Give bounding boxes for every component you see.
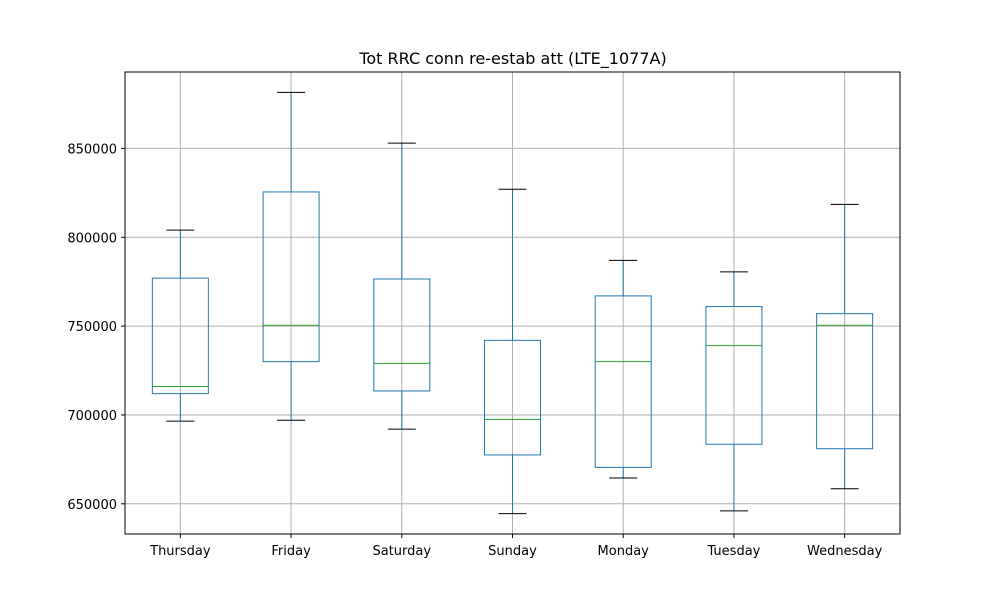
x-tick-label: Wednesday (807, 544, 883, 559)
box-group (151, 229, 209, 422)
box-body (484, 339, 541, 456)
box-layer (151, 91, 874, 515)
box-group (373, 142, 431, 430)
box-group (484, 188, 541, 515)
box-group (262, 91, 320, 421)
box-group (594, 259, 652, 479)
x-tick-label: Thursday (149, 544, 211, 559)
box-body (262, 191, 320, 363)
y-tick-label: 650000 (67, 498, 117, 513)
box-body (705, 306, 763, 445)
x-tick-label: Tuesday (706, 544, 760, 559)
y-tick-label: 750000 (67, 320, 117, 335)
box-body (151, 277, 209, 395)
y-tick-label: 850000 (67, 142, 117, 157)
chart-title: Tot RRC conn re-estab att (LTE_1077A) (358, 49, 666, 69)
box-group (705, 271, 763, 512)
box-group (816, 203, 874, 490)
y-tick-label: 800000 (67, 231, 117, 246)
x-tick-label: Sunday (488, 544, 537, 559)
box-body (594, 295, 652, 468)
x-tick-label: Monday (598, 544, 650, 559)
y-tick-label: 700000 (67, 409, 117, 424)
tick-layer: Thursday Friday Saturday Sunday Monday Tuesda… (67, 142, 882, 559)
x-tick-label: Friday (271, 544, 311, 559)
x-tick-label: Saturday (372, 544, 431, 559)
box-body (816, 313, 874, 450)
box-body (373, 278, 431, 392)
plot-frame (124, 71, 901, 535)
